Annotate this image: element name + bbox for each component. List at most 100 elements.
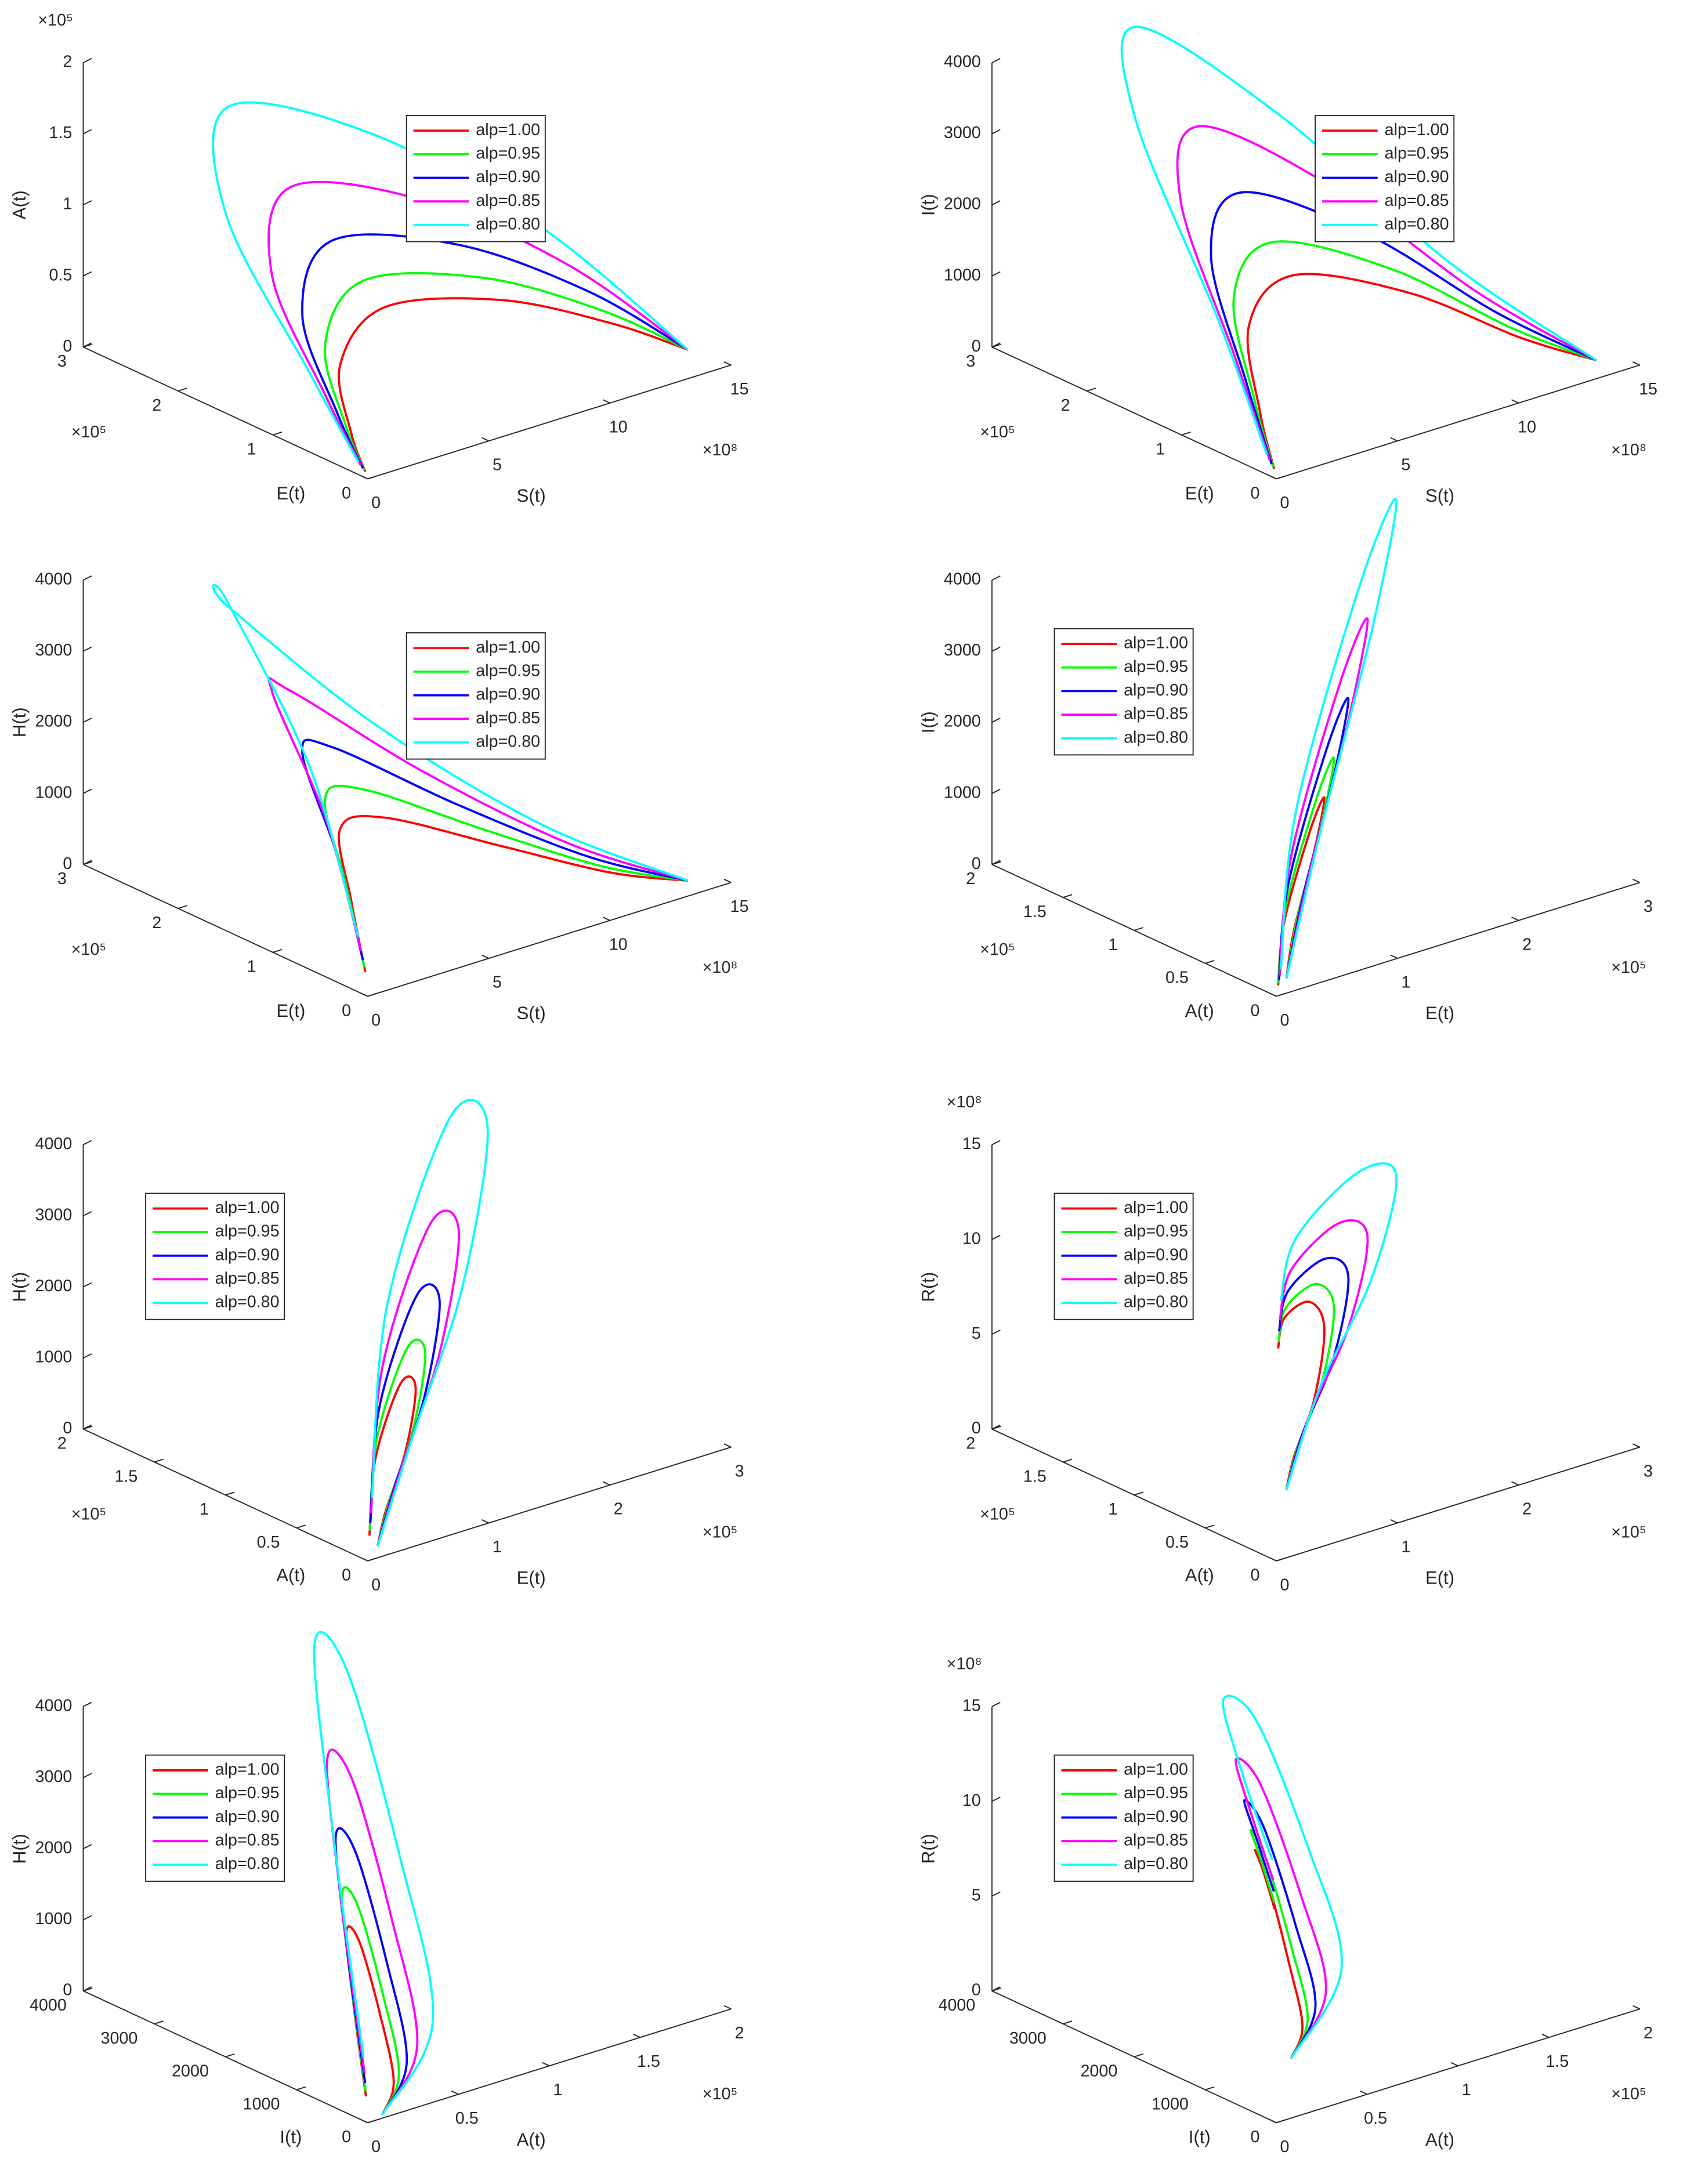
y-tick-label: 2000 (1080, 2062, 1117, 2081)
z-tick (83, 1986, 92, 1992)
y-tick (367, 1557, 377, 1562)
curve (1221, 1694, 1343, 2059)
legend-label: alp=1.00 (1124, 1760, 1188, 1779)
y-tick-label: 3 (57, 870, 67, 888)
x-tick (1269, 992, 1277, 997)
x-multiplier: ×10⁵ (703, 1523, 738, 1542)
y-axis-label: E(t) (276, 483, 305, 504)
y-multiplier: ×10⁵ (71, 423, 107, 441)
y-tick-label: 1 (1108, 1500, 1117, 1519)
z-axis-label: R(t) (918, 1272, 938, 1302)
z-tick-label: 2000 (35, 1839, 73, 1857)
z-tick (991, 718, 1001, 723)
x-axis (367, 882, 732, 997)
z-tick-label: 1000 (944, 266, 981, 284)
legend-label: alp=0.85 (1124, 1269, 1188, 1288)
y-tick (296, 1524, 306, 1529)
x-tick (360, 992, 368, 997)
z-tick-label: 2 (63, 53, 72, 71)
z-tick-label: 0.5 (49, 266, 72, 284)
y-tick-label: 0 (342, 484, 351, 502)
x-tick (602, 1481, 610, 1486)
x-tick-label: 10 (609, 935, 628, 954)
curve (267, 180, 689, 466)
z-tick (83, 1140, 92, 1146)
x-tick-label: 5 (493, 973, 502, 992)
z-tick-label: 2000 (35, 712, 73, 731)
x-tick (1511, 1481, 1519, 1486)
x-tick (1390, 1519, 1398, 1524)
x-tick-label: 1.5 (1545, 2052, 1569, 2071)
z-tick (83, 1773, 92, 1779)
x-tick (1269, 2118, 1277, 2124)
curve (267, 676, 689, 951)
y-tick-label: 0 (1250, 1001, 1259, 1020)
y-tick (273, 948, 283, 953)
y-tick-label: 2 (966, 870, 975, 888)
y-tick (1276, 1557, 1286, 1562)
legend-label: alp=0.95 (1385, 144, 1449, 162)
legend: alp=1.00 alp=0.95 alp=0.90 alp=0.85 alp=0.80 (145, 1193, 285, 1320)
x-tick (451, 2090, 459, 2095)
legend-label: alp=0.80 (476, 732, 540, 751)
x-tick-label: 0 (371, 1575, 381, 1594)
x-tick-label: 2 (1522, 935, 1532, 954)
y-tick (178, 387, 187, 392)
x-tick-label: 2 (1643, 2024, 1653, 2042)
z-tick-label: 0 (63, 337, 72, 356)
y-axis-label: I(t) (1189, 2127, 1211, 2147)
x-tick (360, 1557, 368, 1562)
x-tick-label: 1.5 (637, 2052, 660, 2071)
x-tick-label: 0 (1280, 1575, 1289, 1594)
z-tick (991, 58, 1001, 63)
y-tick-label: 1 (200, 1500, 209, 1519)
x-tick-label: 0 (1280, 1011, 1289, 1030)
z-tick-label: 2000 (35, 1277, 73, 1295)
z-tick-label: 1000 (944, 783, 981, 802)
z-tick-label: 3000 (944, 124, 981, 142)
x-tick-label: 1 (493, 1538, 502, 1556)
z-tick-label: 3000 (35, 641, 73, 660)
y-tick-label: 1.5 (114, 1467, 137, 1486)
x-tick (723, 361, 732, 366)
z-tick (83, 58, 92, 63)
legend: alp=1.00 alp=0.95 alp=0.90 alp=0.85 alp=0.80 (1054, 1754, 1194, 1882)
legend-label: alp=0.85 (1385, 191, 1449, 210)
y-tick (296, 2086, 306, 2091)
y-tick-label: 1 (247, 440, 256, 459)
z-tick-label: 4000 (944, 53, 981, 71)
z-tick (991, 860, 1001, 865)
z-tick-label: 0 (63, 854, 72, 873)
x-axis-label: A(t) (517, 2129, 546, 2150)
panel: 051015012301000200030004000S(t)E(t)I(t)×… (918, 26, 1657, 512)
z-axis-label: H(t) (9, 1834, 30, 1864)
y-tick-label: 4000 (938, 1996, 975, 2015)
z-tick (991, 575, 1001, 581)
z-tick-label: 1 (63, 195, 72, 213)
legend-label: alp=0.95 (1124, 1222, 1188, 1241)
y-tick-label: 0 (1250, 2128, 1259, 2146)
x-axis (1276, 882, 1640, 997)
curve (1246, 273, 1597, 469)
x-multiplier: ×10⁸ (1611, 441, 1646, 459)
y-tick (1181, 431, 1191, 436)
z-tick (83, 718, 92, 723)
y-axis-label: A(t) (1185, 1565, 1214, 1585)
z-tick (991, 1234, 1001, 1240)
x-tick (481, 954, 489, 959)
legend: alp=1.00 alp=0.95 alp=0.90 alp=0.85 alp=0.80 (1054, 628, 1194, 756)
legend-label: alp=0.90 (1124, 1808, 1188, 1826)
x-tick-label: 1 (553, 2081, 562, 2099)
y-tick (1276, 993, 1286, 997)
y-tick (1276, 475, 1286, 480)
z-tick-label: 4000 (35, 1696, 73, 1715)
z-tick-label: 1000 (35, 1348, 73, 1367)
z-tick-label: 1000 (35, 1910, 73, 1928)
y-tick (154, 1458, 164, 1463)
x-multiplier: ×10⁵ (1611, 1523, 1646, 1542)
x-tick (481, 437, 489, 441)
y-axis-label: I(t) (280, 2127, 302, 2147)
x-axis-label: S(t) (517, 1003, 546, 1023)
z-tick-label: 0 (972, 854, 981, 873)
panel: 051015012300.511.52S(t)E(t)A(t)×10⁸×10⁵×… (9, 11, 749, 512)
